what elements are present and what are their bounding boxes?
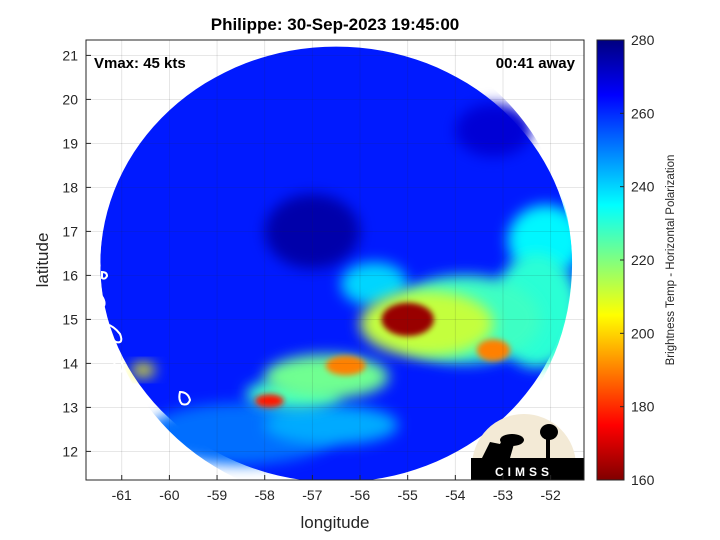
x-tick-label: -53 <box>493 487 513 503</box>
temperature-feature <box>455 103 532 157</box>
chart-title: Philippe: 30-Sep-2023 19:45:00 <box>211 15 460 34</box>
y-tick-label: 17 <box>62 223 78 239</box>
island-outlines <box>86 254 192 450</box>
y-tick-label: 15 <box>62 311 78 327</box>
temperature-feature <box>325 355 366 376</box>
temperature-feature <box>340 262 408 307</box>
water-tower-icon <box>540 424 558 440</box>
colorbar-tick-label: 280 <box>631 32 655 48</box>
colorbar-tick-label: 200 <box>631 325 655 341</box>
colorbar-tick-label: 260 <box>631 105 655 121</box>
swath <box>100 46 573 480</box>
logo-band <box>471 458 584 480</box>
y-tick-label: 14 <box>62 355 78 371</box>
colorbar-tick-label: 240 <box>631 179 655 195</box>
x-tick-label: -61 <box>112 487 132 503</box>
island-outline <box>91 290 106 310</box>
y-tick-label: 19 <box>62 135 78 151</box>
temperature-feature <box>264 194 361 269</box>
temperature-feature <box>476 339 511 362</box>
colorbar-ticks: 160 180 200 220 240 260 280 <box>620 32 655 488</box>
y-tick-label: 13 <box>62 399 78 415</box>
y-tick-label: 18 <box>62 179 78 195</box>
y-tick-label: 12 <box>62 443 78 459</box>
temperature-feature <box>131 363 156 377</box>
x-tick-label: -56 <box>350 487 370 503</box>
logo-text: CIMSS <box>495 465 553 479</box>
y-tick-label: 21 <box>62 47 78 63</box>
temperature-feature <box>255 394 284 408</box>
y-tick-label: 20 <box>62 91 78 107</box>
colorbar-tick-label: 160 <box>631 472 655 488</box>
temperature-feature <box>381 302 434 337</box>
island-outline <box>104 322 123 344</box>
cimss-logo: CIMSS <box>471 414 584 480</box>
x-tick-label: -52 <box>541 487 561 503</box>
temperature-feature <box>264 405 399 445</box>
y-tick-label: 16 <box>62 267 78 283</box>
colorbar-tick-label: 180 <box>631 399 655 415</box>
vmax-annotation: Vmax: 45 kts <box>94 55 186 72</box>
axes-frame <box>85 39 585 481</box>
colorbar-label: Brightness Temp - Horizontal Polarizatio… <box>665 155 677 366</box>
x-tick-label: -58 <box>255 487 275 503</box>
x-tick-label: -55 <box>398 487 418 503</box>
plot-content: CIMSS <box>86 40 584 480</box>
island-outline <box>178 390 192 406</box>
tower-icon <box>546 436 550 458</box>
x-tick-label: -59 <box>207 487 227 503</box>
grid <box>86 40 584 480</box>
x-axis-label: longitude <box>300 513 369 532</box>
island-outline <box>87 254 101 274</box>
temperature-feature <box>264 354 389 399</box>
island-outline <box>113 356 125 374</box>
time-away-annotation: 00:41 away <box>496 55 576 72</box>
x-tick-label: -60 <box>159 487 179 503</box>
island-outline <box>101 270 109 280</box>
x-tick-label: -57 <box>302 487 322 503</box>
island-outline <box>105 390 114 401</box>
swath-background <box>100 46 573 480</box>
x-tick-label: -54 <box>445 487 465 503</box>
y-axis-label: latitude <box>33 233 52 288</box>
colorbar-tick-label: 220 <box>631 252 655 268</box>
colorbar <box>596 39 625 481</box>
ticks: -61 -60 -59 -58 -57 -56 -55 -54 -53 -52 12 13 14 15 16… <box>62 47 561 503</box>
radar-dome-icon <box>500 434 524 446</box>
